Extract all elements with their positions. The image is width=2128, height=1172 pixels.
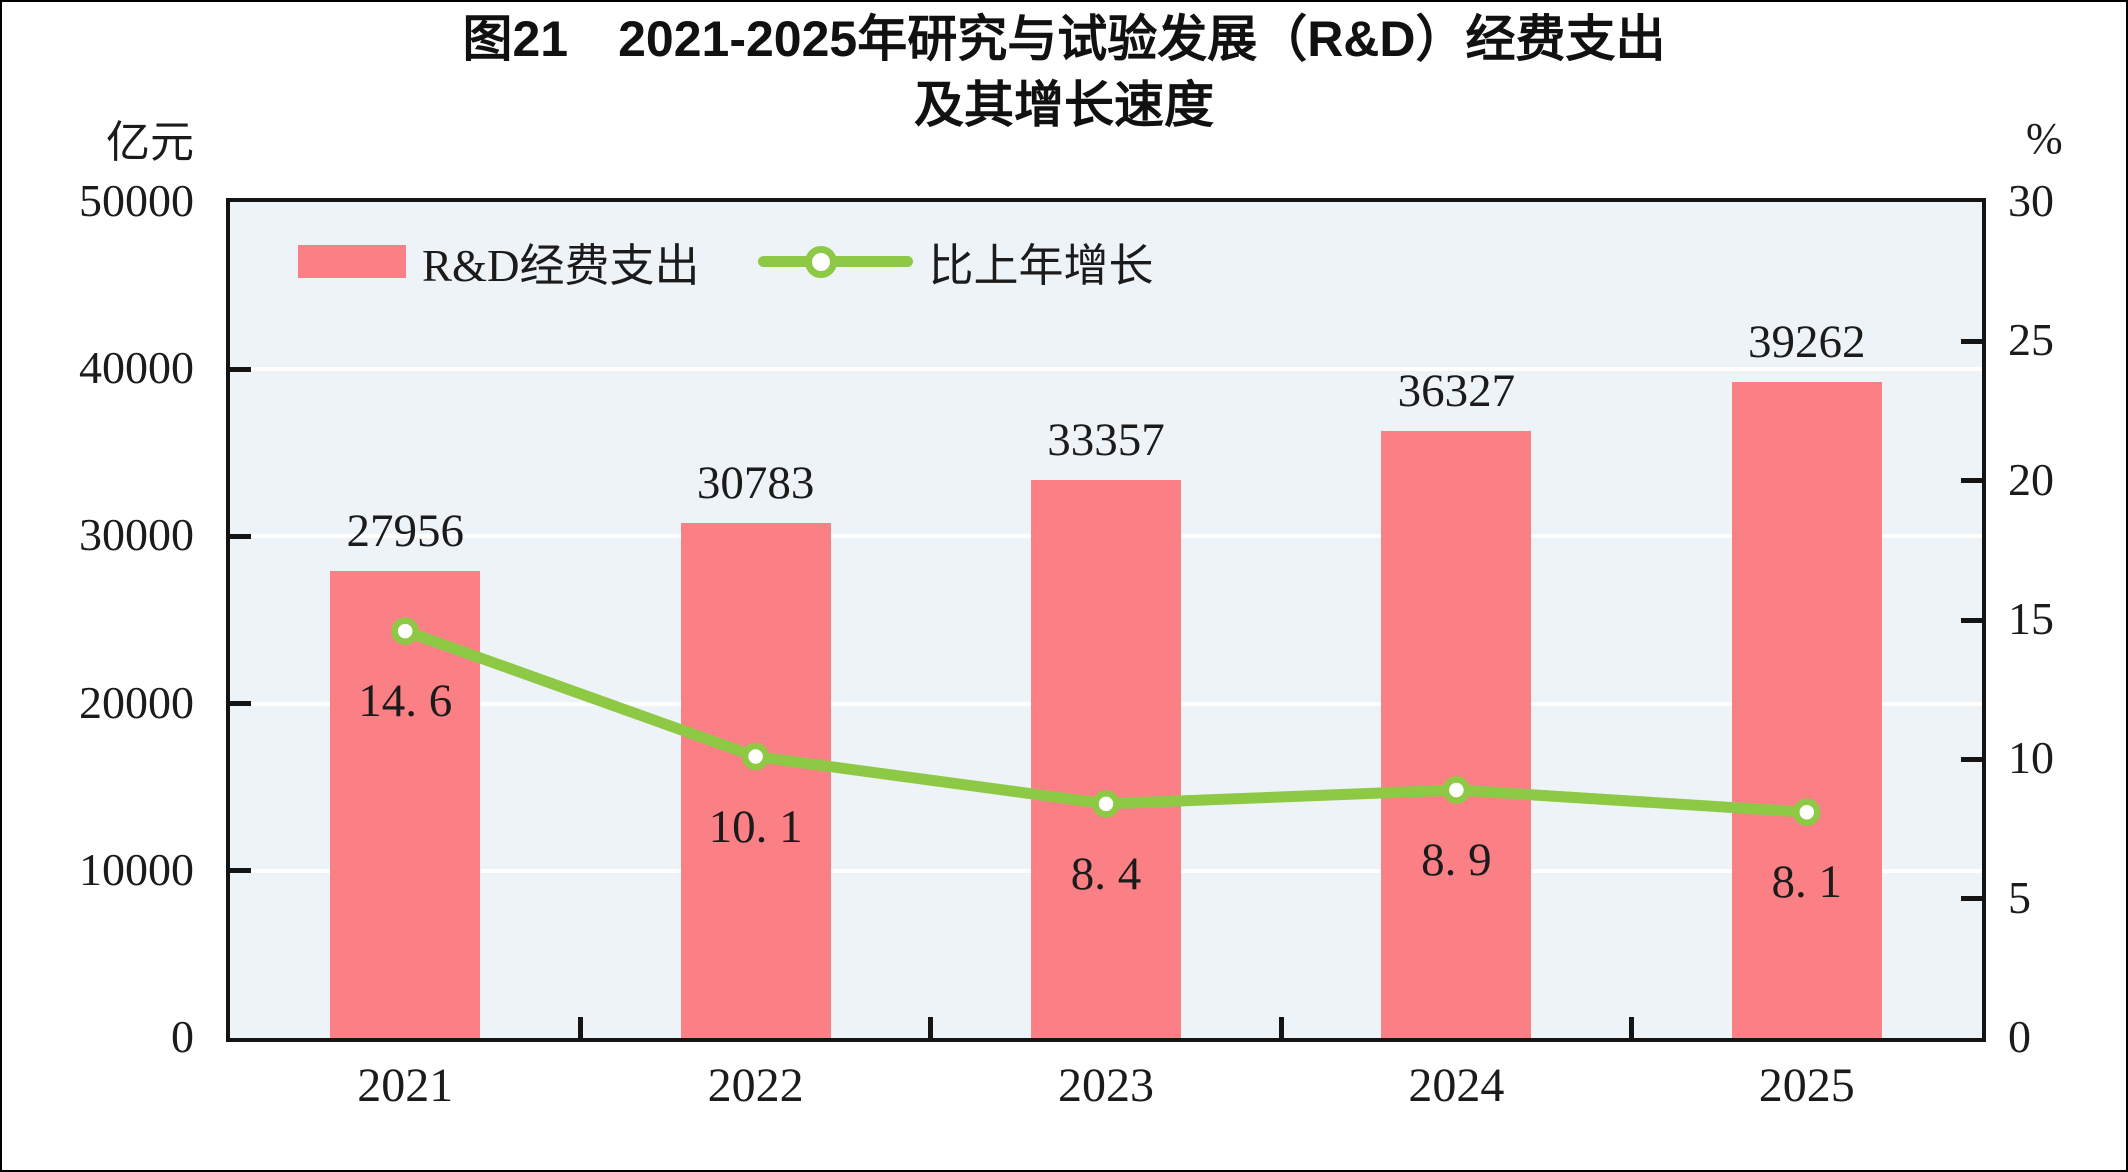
gridline bbox=[230, 367, 1982, 372]
bar-2023 bbox=[1031, 480, 1181, 1038]
legend-bar-swatch-icon bbox=[298, 244, 406, 278]
line-point-2025 bbox=[1793, 798, 1821, 827]
left-axis-label-40000: 40000 bbox=[79, 342, 194, 394]
bar-value-label-2025: 39262 bbox=[1748, 315, 1866, 368]
line-point-2023 bbox=[1092, 790, 1120, 818]
legend-line-swatch-icon bbox=[757, 244, 913, 278]
line-point-2021 bbox=[391, 617, 419, 645]
right-axis-tick bbox=[1961, 338, 1982, 344]
right-axis-tick bbox=[1961, 896, 1982, 902]
bar-2024 bbox=[1381, 430, 1532, 1038]
right-axis-label-10: 10 bbox=[2008, 732, 2054, 784]
bar-2022 bbox=[680, 523, 831, 1038]
x-axis-label-2025: 2025 bbox=[1758, 1059, 1855, 1112]
chart-title: 图21 2021-2025年研究与试验发展（R&D）经费支出 及其增长速度 bbox=[2, 6, 2126, 138]
line-point-2024 bbox=[1442, 776, 1471, 804]
left-axis-label-0: 0 bbox=[171, 1011, 194, 1062]
right-axis-label-30: 30 bbox=[2008, 175, 2054, 226]
right-axis-label-15: 15 bbox=[2008, 593, 2054, 644]
line-value-label-2023: 8. 4 bbox=[1070, 847, 1142, 900]
bar-2025 bbox=[1731, 381, 1882, 1038]
left-axis-unit: 亿元 bbox=[106, 118, 194, 167]
line-value-label-2022: 10. 1 bbox=[708, 800, 803, 853]
right-axis-tick bbox=[1961, 478, 1982, 484]
left-axis-tick bbox=[230, 366, 251, 372]
chart-title-line2: 及其增长速度 bbox=[914, 77, 1214, 133]
left-axis-label-10000: 10000 bbox=[79, 843, 194, 895]
right-axis-label-25: 25 bbox=[2008, 314, 2054, 366]
line-point-2022 bbox=[741, 742, 770, 771]
legend: R&D经费支出 比上年增长 bbox=[298, 238, 1154, 291]
bar-value-label-2024: 36327 bbox=[1397, 364, 1516, 417]
x-axis-label-2024: 2024 bbox=[1408, 1059, 1505, 1112]
x-axis-tick bbox=[1278, 1017, 1284, 1038]
left-axis-label-30000: 30000 bbox=[79, 509, 194, 561]
bar-value-label-2023: 33357 bbox=[1047, 414, 1165, 467]
legend-line-label: 比上年增长 bbox=[928, 240, 1154, 291]
x-axis-label-2021: 2021 bbox=[357, 1059, 454, 1112]
growth-line bbox=[391, 617, 1821, 827]
left-axis-tick bbox=[230, 533, 251, 539]
plot-area: R&D经费支出 比上年增长 27956 30783 33357 36327 39262 1… bbox=[226, 198, 1986, 1042]
right-axis-tick bbox=[1961, 756, 1982, 762]
line-value-label-2021: 14. 6 bbox=[358, 675, 453, 728]
right-axis-tick bbox=[1961, 617, 1982, 623]
left-axis-tick bbox=[230, 868, 251, 874]
x-axis-tick bbox=[577, 1017, 583, 1038]
legend-bar-label: R&D经费支出 bbox=[422, 240, 700, 291]
left-axis-tick bbox=[230, 701, 251, 707]
line-value-label-2024: 8. 9 bbox=[1421, 833, 1492, 886]
right-axis-label-20: 20 bbox=[2008, 453, 2054, 505]
right-axis-unit: % bbox=[2026, 114, 2063, 163]
legend-line-marker-icon bbox=[804, 246, 837, 278]
chart-title-line1: 图21 2021-2025年研究与试验发展（R&D）经费支出 bbox=[462, 11, 1666, 67]
left-axis-label-50000: 50000 bbox=[79, 175, 194, 226]
left-axis-label-20000: 20000 bbox=[79, 676, 194, 728]
x-axis-tick bbox=[928, 1017, 934, 1038]
x-axis-tick bbox=[1629, 1017, 1635, 1038]
bar-value-label-2022: 30783 bbox=[696, 457, 815, 510]
x-axis-label-2023: 2023 bbox=[1058, 1059, 1154, 1112]
right-axis-label-5: 5 bbox=[2008, 871, 2031, 923]
bar-value-label-2021: 27956 bbox=[346, 504, 464, 557]
line-value-label-2025: 8. 1 bbox=[1771, 856, 1843, 909]
x-axis-label-2022: 2022 bbox=[707, 1059, 804, 1112]
right-axis-label-0: 0 bbox=[2008, 1011, 2031, 1062]
